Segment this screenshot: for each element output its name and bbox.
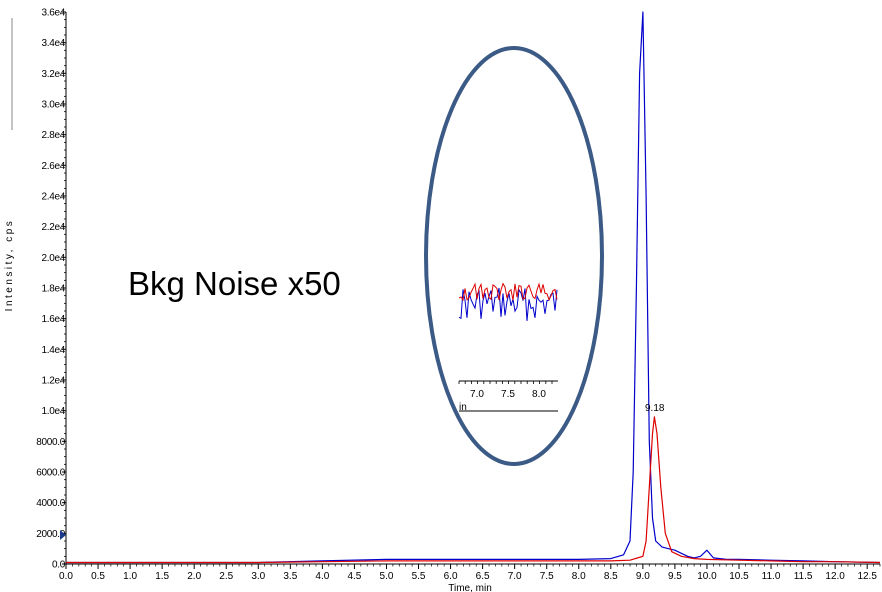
x-tick-label: 10.5 xyxy=(729,571,749,582)
x-tick-label: 1.5 xyxy=(155,571,169,582)
series-line-2 xyxy=(66,416,881,564)
y-tick-labels: 0.0 2000.0 4000.0 6000.0 8000.0 1.0e4 1.2e4 1.4… xyxy=(36,8,66,571)
y-tick-label: 3.2e4 xyxy=(41,69,65,80)
x-tick-label: 5.5 xyxy=(412,571,426,582)
y-tick-label: 3.0e4 xyxy=(41,100,65,111)
x-tick-label: 6.5 xyxy=(476,571,490,582)
x-tick-label: 9.0 xyxy=(636,571,650,582)
x-tick-label: 11.0 xyxy=(762,571,781,582)
y-tick-label: 3.4e4 xyxy=(41,38,65,49)
x-tick-label: 3.0 xyxy=(251,571,265,582)
y-tick-label: 8000.0 xyxy=(36,437,66,448)
y-tick-label: 1.4e4 xyxy=(41,345,65,356)
y-tick-label: 2.6e4 xyxy=(41,161,65,172)
x-tick-label: 4.0 xyxy=(315,571,329,582)
x-tick-label: 2.5 xyxy=(219,571,233,582)
x-tick-label: 7.0 xyxy=(508,571,522,582)
peak-label-9-18: 9.18 xyxy=(645,403,665,414)
x-tick-label: 0.0 xyxy=(59,571,73,582)
y-tick-label: 3.6e4 xyxy=(41,8,65,19)
inset-xlabel-fragment: in xyxy=(459,402,467,413)
y-tick-label: 2000.0 xyxy=(36,529,66,540)
inset-tick-label: 8.0 xyxy=(532,389,546,400)
series-layer xyxy=(66,11,881,564)
y-tick-label: 4000.0 xyxy=(36,498,66,509)
x-axis-title: Time, min xyxy=(448,583,492,592)
x-tick-label: 10.0 xyxy=(697,571,717,582)
series-line-1 xyxy=(66,11,881,564)
inset-noise-red xyxy=(458,282,558,302)
y-tick-label: 1.0e4 xyxy=(41,406,65,417)
x-tick-label: 4.5 xyxy=(347,571,361,582)
x-tick-label: 2.0 xyxy=(187,571,201,582)
bkg-noise-annotation: Bkg Noise x50 xyxy=(128,265,341,302)
y-tick-label: 1.2e4 xyxy=(41,376,65,387)
noise-highlight-ellipse xyxy=(424,46,604,466)
inset-noise-blue xyxy=(458,287,558,321)
x-tick-label: 6.0 xyxy=(444,571,458,582)
x-tick-label: 0.5 xyxy=(91,571,105,582)
inset-tick-label: 7.0 xyxy=(470,389,484,400)
axes-layer xyxy=(62,11,881,569)
x-tick-labels: 0.0 0.5 1.0 1.5 2.0 2.5 3.0 3.5 4.0 4.5 5.0 5.5 6.0 6… xyxy=(59,571,877,582)
y-axis-title: Intensity, cps xyxy=(4,219,15,312)
noise-inset xyxy=(458,282,558,412)
x-tick-label: 7.5 xyxy=(540,571,554,582)
x-tick-label: 12.5 xyxy=(857,571,877,582)
y-tick-label: 6000.0 xyxy=(36,468,66,479)
x-tick-label: 3.5 xyxy=(283,571,297,582)
x-tick-label: 1.0 xyxy=(123,571,137,582)
x-tick-label: 9.5 xyxy=(668,571,682,582)
y-tick-label: 2.8e4 xyxy=(41,130,65,141)
y-tick-label: 2.4e4 xyxy=(41,192,65,203)
x-tick-label: 12.0 xyxy=(825,571,845,582)
y-axis-marker xyxy=(60,530,66,540)
y-tick-label: 2.0e4 xyxy=(41,253,65,264)
x-tick-label: 11.5 xyxy=(794,571,813,582)
x-tick-label: 8.5 xyxy=(604,571,618,582)
x-tick-label: 5.0 xyxy=(380,571,394,582)
y-tick-label: 1.8e4 xyxy=(41,284,65,295)
y-tick-label: 0.0 xyxy=(52,560,66,571)
y-tick-label: 2.2e4 xyxy=(41,222,65,233)
inset-tick-label: 7.5 xyxy=(501,389,515,400)
x-tick-label: 8.0 xyxy=(572,571,586,582)
y-tick-label: 1.6e4 xyxy=(41,314,65,325)
